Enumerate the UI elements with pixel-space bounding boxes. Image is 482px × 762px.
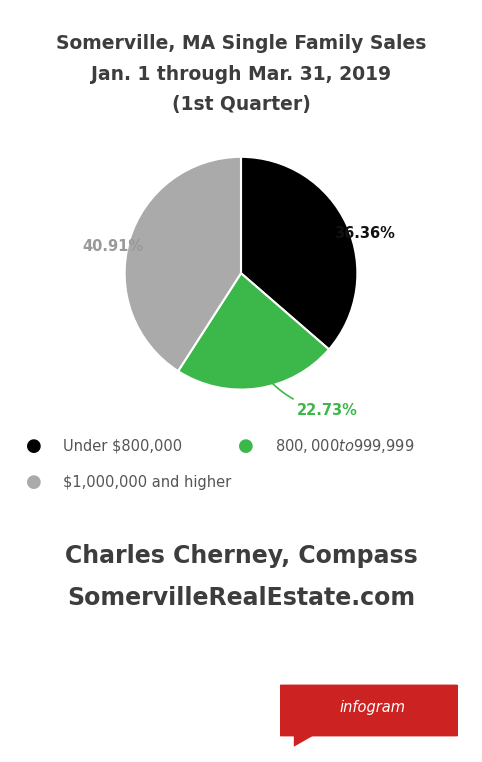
Wedge shape	[178, 274, 329, 389]
Text: $800,000 to $999,999: $800,000 to $999,999	[275, 437, 414, 455]
Text: 36.36%: 36.36%	[334, 226, 394, 241]
Text: Jan. 1 through Mar. 31, 2019: Jan. 1 through Mar. 31, 2019	[91, 65, 391, 84]
Text: ●: ●	[26, 437, 41, 455]
Text: infogram: infogram	[339, 700, 405, 716]
Text: 22.73%: 22.73%	[254, 359, 358, 418]
Wedge shape	[241, 157, 357, 350]
FancyBboxPatch shape	[272, 684, 465, 736]
Text: (1st Quarter): (1st Quarter)	[172, 95, 310, 114]
Text: 40.91%: 40.91%	[82, 239, 144, 254]
Text: ●: ●	[238, 437, 254, 455]
Text: Somerville, MA Single Family Sales: Somerville, MA Single Family Sales	[56, 34, 426, 53]
Text: Charles Cherney, Compass: Charles Cherney, Compass	[65, 544, 417, 568]
Wedge shape	[125, 157, 241, 371]
Text: SomervilleRealEstate.com: SomervilleRealEstate.com	[67, 586, 415, 610]
Text: Under $800,000: Under $800,000	[63, 438, 182, 453]
Text: ●: ●	[26, 473, 41, 491]
Polygon shape	[294, 732, 319, 747]
Text: $1,000,000 and higher: $1,000,000 and higher	[63, 475, 231, 490]
